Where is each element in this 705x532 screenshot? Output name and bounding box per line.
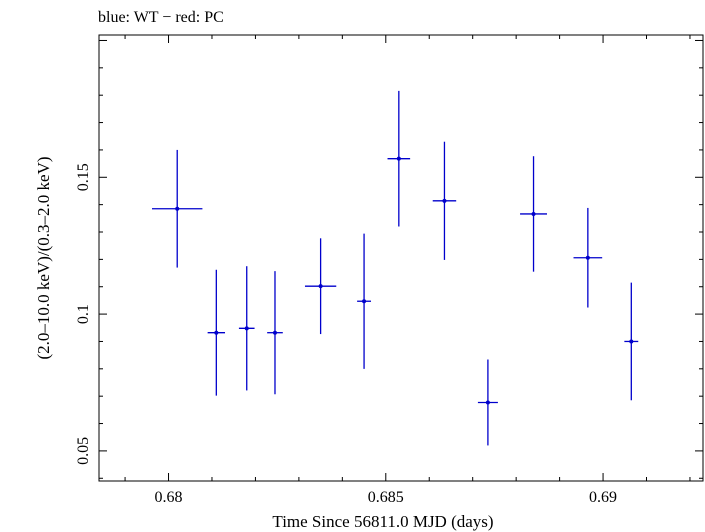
point-marker	[272, 330, 277, 335]
point-marker	[362, 299, 367, 304]
data-point	[387, 90, 411, 227]
point-marker	[318, 284, 323, 289]
x-tick-label: 0.69	[589, 489, 617, 506]
axis-tick-labels: 0.68 0.685 0.69 0.05 0.1 0.15	[75, 163, 617, 506]
point-marker	[442, 198, 447, 203]
chart-title: blue: WT − red: PC	[98, 9, 224, 26]
x-tick-label: 0.685	[368, 489, 404, 506]
x-tick-label: 0.68	[155, 489, 183, 506]
point-marker	[214, 330, 219, 335]
data-point	[573, 207, 603, 308]
data-point	[152, 149, 203, 268]
point-marker	[531, 211, 536, 216]
data-point	[304, 238, 337, 335]
data-point	[238, 266, 255, 391]
data-points	[152, 90, 639, 446]
data-point	[207, 269, 226, 396]
data-point	[267, 271, 283, 395]
x-axis-label: Time Since 56811.0 MJD (days)	[272, 512, 493, 531]
point-marker	[175, 206, 180, 211]
data-point	[477, 359, 498, 446]
data-point	[432, 141, 457, 260]
point-marker	[396, 156, 401, 161]
axis-ticks	[99, 35, 703, 481]
point-marker	[629, 339, 634, 344]
plot-frame	[98, 34, 704, 482]
y-axis-label: (2.0–10.0 keV)/(0.3–2.0 keV)	[34, 156, 53, 359]
point-marker	[244, 326, 249, 331]
y-tick-label: 0.1	[75, 304, 92, 324]
data-point	[624, 282, 639, 401]
data-point	[520, 156, 548, 272]
point-marker	[585, 255, 590, 260]
y-tick-label: 0.05	[75, 437, 92, 465]
data-point	[357, 233, 372, 369]
point-marker	[485, 400, 490, 405]
y-tick-label: 0.15	[75, 163, 92, 191]
